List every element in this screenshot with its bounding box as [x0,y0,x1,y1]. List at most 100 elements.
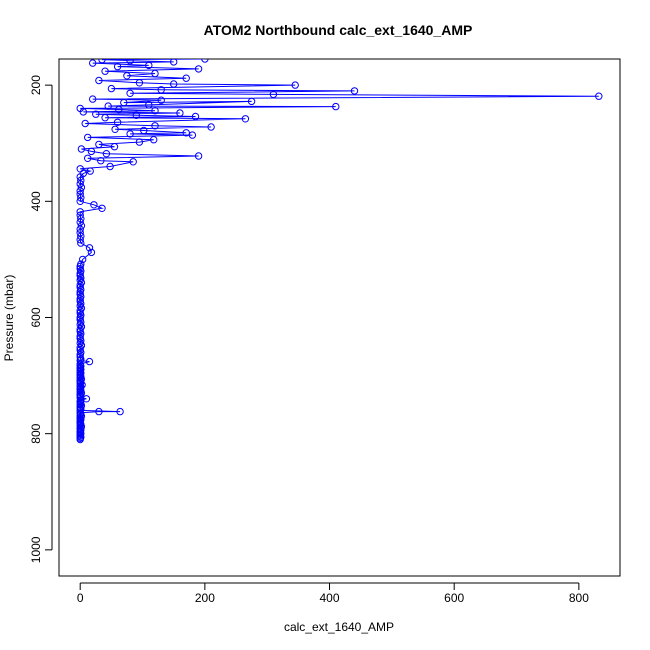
data-point [76,413,84,422]
data-point [188,131,197,139]
data-point [76,208,84,216]
data-point [191,112,200,121]
data-point [77,183,86,192]
data-point [77,194,85,202]
data-point [77,260,85,268]
data-point [241,115,250,123]
x-tick-label: 800 [569,591,589,605]
data-point [84,154,92,163]
data-point [95,76,103,85]
data-point [157,86,165,94]
data-point [86,167,94,175]
data-point [350,87,359,95]
plot-data [76,59,603,444]
data-point [76,390,84,398]
data-point [132,111,141,120]
x-tick-label: 200 [195,591,215,605]
data-point [76,424,84,432]
data-point [76,283,84,291]
data-point [97,157,105,165]
data-point [126,130,134,138]
data-point [76,229,84,237]
data-point [207,123,215,131]
data-point [107,84,116,93]
data-point [92,110,100,118]
data-point [126,89,134,98]
data-point [194,65,203,73]
y-tick-label: 800 [29,423,43,443]
data-point [201,59,209,63]
x-axis: 0 200 400 600 800 [77,582,589,605]
data-point [77,232,85,240]
data-point [126,59,134,65]
data-point [89,59,97,67]
y-axis: 200 400 600 800 1000 [29,75,53,563]
data-point [194,152,203,160]
data-point [291,81,299,89]
data-point [81,119,89,128]
y-tick-label: 400 [29,191,43,211]
data-point [76,197,84,206]
data-point [116,407,124,416]
data-point [110,143,119,151]
y-tick-label: 600 [29,307,43,327]
data-point [76,180,84,188]
data-point [113,118,122,127]
data-point [76,409,84,417]
data-point [140,126,148,135]
chart-title: ATOM2 Northbound calc_ext_1640_AMP [204,22,473,38]
data-point [76,211,84,220]
data-point [129,158,137,166]
data-point [79,255,87,264]
data-point [98,59,106,64]
data-point [77,239,85,247]
y-tick-label: 200 [29,75,43,95]
data-point [145,61,153,70]
data-point [77,145,86,153]
data-point [76,187,84,195]
x-tick-label: 600 [444,591,464,605]
data-point [98,204,106,213]
y-tick-label: 1000 [29,536,43,563]
data-point [89,95,97,103]
data-point [151,122,159,130]
x-axis-label: calc_ext_1640_AMP [284,620,394,634]
data-point [102,150,111,158]
data-point [76,334,84,343]
data-point [85,357,94,366]
data-point [76,265,84,273]
data-point [111,125,119,134]
data-point [77,215,85,223]
data-point [87,248,96,257]
data-point [76,225,84,233]
data-point [182,129,190,137]
data-point [247,97,256,106]
data-point [76,272,84,280]
data-point [84,133,92,142]
data-point [113,62,122,71]
data-point [135,79,144,87]
data-point [76,403,84,411]
y-axis-label: Pressure (mbar) [2,275,16,362]
series-points [76,59,603,444]
series-line [79,59,599,440]
data-point [76,290,84,298]
data-point [106,162,114,171]
data-point [76,165,84,173]
data-point [76,376,84,384]
data-point [95,407,103,416]
data-point [101,114,109,122]
data-point [77,176,85,185]
data-point [123,72,131,80]
data-point [176,109,184,117]
data-point [151,107,159,115]
data-point [76,382,84,390]
data-point [77,222,86,230]
data-point [76,297,84,305]
data-point [170,59,178,66]
data-point [101,67,109,75]
data-point [332,102,340,111]
data-point [151,69,159,78]
data-point [115,105,123,114]
data-point [170,80,178,88]
